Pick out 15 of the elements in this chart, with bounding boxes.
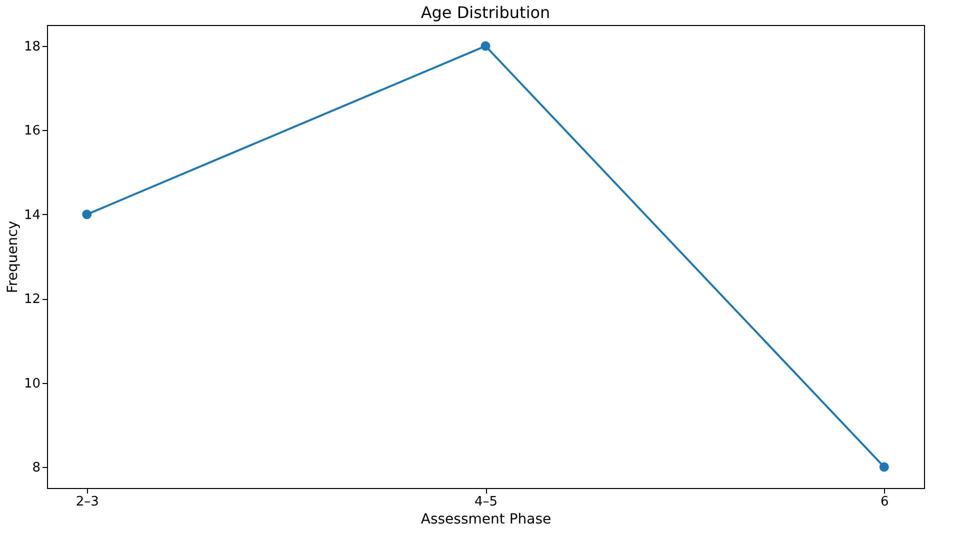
x-axis-title: Assessment Phase (420, 512, 552, 528)
chart-title: Age Distribution (420, 3, 550, 22)
y-tick-label: 12 (24, 292, 40, 308)
x-tick-label: 4–5 (474, 494, 498, 510)
x-tick-label: 6 (880, 494, 889, 510)
y-tick-label: 16 (24, 124, 40, 139)
point (879, 462, 889, 472)
y-tick-label: 8 (32, 460, 40, 476)
point (82, 210, 92, 220)
y-tick-label: 10 (24, 376, 40, 392)
y-tick-label: 14 (24, 208, 40, 223)
y-tick-label: 18 (24, 40, 40, 55)
point (480, 41, 490, 51)
x-tick-label: 2–3 (76, 494, 99, 510)
y-axis-title: Frequency (4, 220, 21, 294)
